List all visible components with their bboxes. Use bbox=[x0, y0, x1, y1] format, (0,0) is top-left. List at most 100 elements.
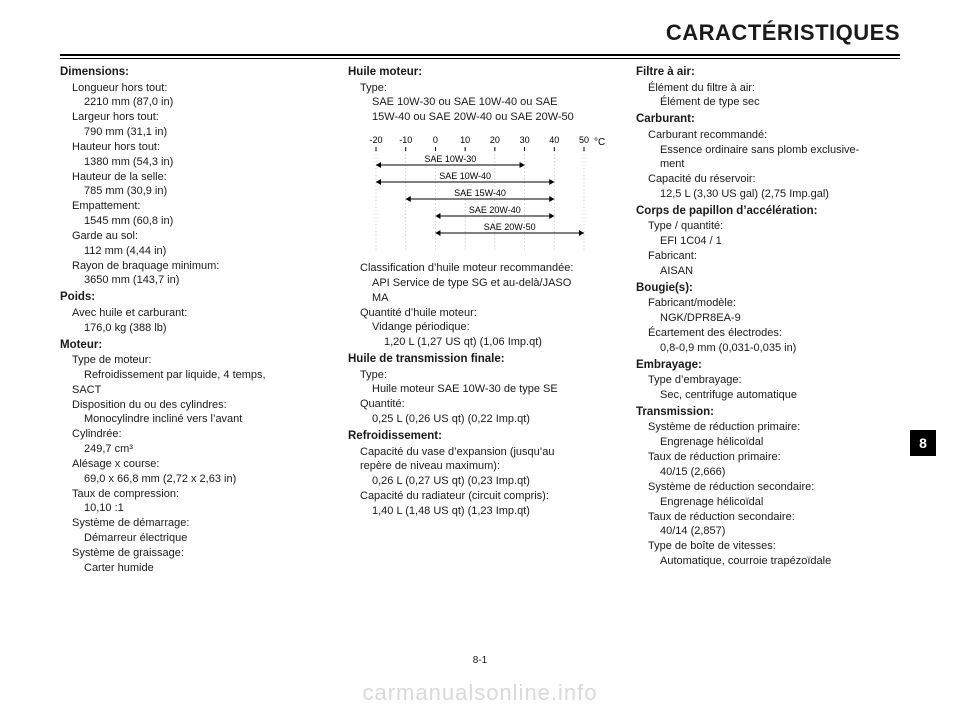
spec-label: Vidange périodique: bbox=[348, 320, 612, 335]
spec-label: Type de moteur: bbox=[60, 353, 324, 368]
spec-value: NGK/DPR8EA-9 bbox=[636, 311, 900, 326]
page-number: 8-1 bbox=[473, 655, 487, 666]
spec-value: API Service de type SG et au-delà/JASO bbox=[348, 276, 612, 291]
spec-label: Classification d’huile moteur recommandé… bbox=[348, 261, 612, 276]
spec-label: Fabricant: bbox=[636, 249, 900, 264]
spec-label: Système de réduction secondaire: bbox=[636, 480, 900, 495]
columns: Dimensions: Longueur hors tout: 2210 mm … bbox=[60, 63, 900, 576]
section-title-transmission: Transmission: bbox=[636, 405, 900, 421]
spec-value: MA bbox=[348, 291, 612, 306]
section-title-plug: Bougie(s): bbox=[636, 281, 900, 297]
svg-text:SAE 10W-40: SAE 10W-40 bbox=[439, 171, 491, 181]
spec-value: 1,20 L (1,27 US qt) (1,06 Imp.qt) bbox=[348, 335, 612, 350]
spec-label: Système de démarrage: bbox=[60, 516, 324, 531]
spec-label: Type / quantité: bbox=[636, 219, 900, 234]
spec-label: Type: bbox=[348, 368, 612, 383]
spec-label: Capacité du radiateur (circuit compris): bbox=[348, 489, 612, 504]
spec-value: Essence ordinaire sans plomb exclusive- bbox=[636, 143, 900, 158]
svg-text:-20: -20 bbox=[369, 135, 382, 145]
spec-value: 0,26 L (0,27 US qt) (0,23 Imp.qt) bbox=[348, 474, 612, 489]
spec-value: 10,10 :1 bbox=[60, 501, 324, 516]
svg-text:SAE 20W-50: SAE 20W-50 bbox=[484, 222, 536, 232]
header-rule bbox=[60, 54, 900, 59]
spec-label: Garde au sol: bbox=[60, 229, 324, 244]
spec-value: 40/15 (2,666) bbox=[636, 465, 900, 480]
spec-label: Capacité du vase d’expansion (jusqu’au bbox=[348, 445, 612, 460]
svg-text:50: 50 bbox=[579, 135, 589, 145]
column-1: Dimensions: Longueur hors tout: 2210 mm … bbox=[60, 63, 324, 576]
spec-label: Empattement: bbox=[60, 199, 324, 214]
svg-text:SAE 20W-40: SAE 20W-40 bbox=[469, 205, 521, 215]
section-title-oil: Huile moteur: bbox=[348, 65, 612, 81]
column-2: Huile moteur: Type: SAE 10W-30 ou SAE 10… bbox=[348, 63, 612, 576]
spec-value: Monocylindre incliné vers l’avant bbox=[60, 412, 324, 427]
section-tab: 8 bbox=[910, 430, 936, 456]
spec-value: 1,40 L (1,48 US qt) (1,23 Imp.qt) bbox=[348, 504, 612, 519]
spec-label: Carburant recommandé: bbox=[636, 128, 900, 143]
spec-label: Fabricant/modèle: bbox=[636, 296, 900, 311]
spec-value: 785 mm (30,9 in) bbox=[60, 184, 324, 199]
spec-label: Longueur hors tout: bbox=[60, 81, 324, 96]
spec-label: Largeur hors tout: bbox=[60, 110, 324, 125]
svg-text:0: 0 bbox=[433, 135, 438, 145]
page-content: CARACTÉRISTIQUES Dimensions: Longueur ho… bbox=[60, 20, 900, 678]
spec-label: Hauteur de la selle: bbox=[60, 170, 324, 185]
spec-label: Quantité d’huile moteur: bbox=[348, 306, 612, 321]
spec-value: 790 mm (31,1 in) bbox=[60, 125, 324, 140]
spec-label: Type: bbox=[348, 81, 612, 96]
spec-value: Engrenage hélicoïdal bbox=[636, 495, 900, 510]
page-title: CARACTÉRISTIQUES bbox=[60, 20, 900, 46]
section-title-weight: Poids: bbox=[60, 290, 324, 306]
spec-label: Taux de réduction primaire: bbox=[636, 450, 900, 465]
spec-value: Démarreur électrique bbox=[60, 531, 324, 546]
svg-text:20: 20 bbox=[490, 135, 500, 145]
spec-value: ment bbox=[636, 157, 900, 172]
spec-value: 249,7 cm³ bbox=[60, 442, 324, 457]
spec-label: Écartement des électrodes: bbox=[636, 326, 900, 341]
spec-value: 1380 mm (54,3 in) bbox=[60, 155, 324, 170]
section-title-clutch: Embrayage: bbox=[636, 358, 900, 374]
spec-label: Type de boîte de vitesses: bbox=[636, 539, 900, 554]
section-title-dimensions: Dimensions: bbox=[60, 65, 324, 81]
spec-value: Refroidissement par liquide, 4 temps, bbox=[60, 368, 324, 383]
section-title-air: Filtre à air: bbox=[636, 65, 900, 81]
column-3: Filtre à air: Élément du filtre à air: É… bbox=[636, 63, 900, 576]
spec-value: 0,25 L (0,26 US qt) (0,22 Imp.qt) bbox=[348, 412, 612, 427]
spec-label: Disposition du ou des cylindres: bbox=[60, 398, 324, 413]
spec-value: Huile moteur SAE 10W-30 de type SE bbox=[348, 382, 612, 397]
spec-label: Élément du filtre à air: bbox=[636, 81, 900, 96]
spec-label: Type d’embrayage: bbox=[636, 373, 900, 388]
svg-text:SAE 10W-30: SAE 10W-30 bbox=[424, 154, 476, 164]
spec-value: Automatique, courroie trapézoïdale bbox=[636, 554, 900, 569]
section-title-throttle: Corps de papillon d’accélération: bbox=[636, 204, 900, 220]
spec-value: 112 mm (4,44 in) bbox=[60, 244, 324, 259]
watermark: carmanualsonline.info bbox=[362, 680, 597, 706]
spec-label: Cylindrée: bbox=[60, 427, 324, 442]
spec-value: Engrenage hélicoïdal bbox=[636, 435, 900, 450]
section-title-fuel: Carburant: bbox=[636, 112, 900, 128]
spec-label: Taux de compression: bbox=[60, 487, 324, 502]
spec-value: 69,0 x 66,8 mm (2,72 x 2,63 in) bbox=[60, 472, 324, 487]
svg-text:-10: -10 bbox=[399, 135, 412, 145]
spec-value: Carter humide bbox=[60, 561, 324, 576]
spec-value: Sec, centrifuge automatique bbox=[636, 388, 900, 403]
oil-chart-svg: -20-1001020304050°CSAE 10W-30SAE 10W-40S… bbox=[366, 133, 606, 253]
spec-label: Capacité du réservoir: bbox=[636, 172, 900, 187]
spec-value: EFI 1C04 / 1 bbox=[636, 234, 900, 249]
spec-value: AISAN bbox=[636, 264, 900, 279]
svg-text:40: 40 bbox=[549, 135, 559, 145]
oil-viscosity-chart: -20-1001020304050°CSAE 10W-30SAE 10W-40S… bbox=[366, 133, 606, 253]
section-title-engine: Moteur: bbox=[60, 338, 324, 354]
spec-value: 1545 mm (60,8 in) bbox=[60, 214, 324, 229]
spec-label: Avec huile et carburant: bbox=[60, 306, 324, 321]
spec-value: 3650 mm (143,7 in) bbox=[60, 273, 324, 288]
spec-value: 12,5 L (3,30 US gal) (2,75 Imp.gal) bbox=[636, 187, 900, 202]
spec-label: Taux de réduction secondaire: bbox=[636, 510, 900, 525]
spec-label: Système de réduction primaire: bbox=[636, 420, 900, 435]
spec-value: SACT bbox=[60, 383, 324, 398]
spec-value: 2210 mm (87,0 in) bbox=[60, 95, 324, 110]
spec-label: Rayon de braquage minimum: bbox=[60, 259, 324, 274]
spec-label: Quantité: bbox=[348, 397, 612, 412]
spec-value: Élément de type sec bbox=[636, 95, 900, 110]
spec-value: 40/14 (2,857) bbox=[636, 524, 900, 539]
